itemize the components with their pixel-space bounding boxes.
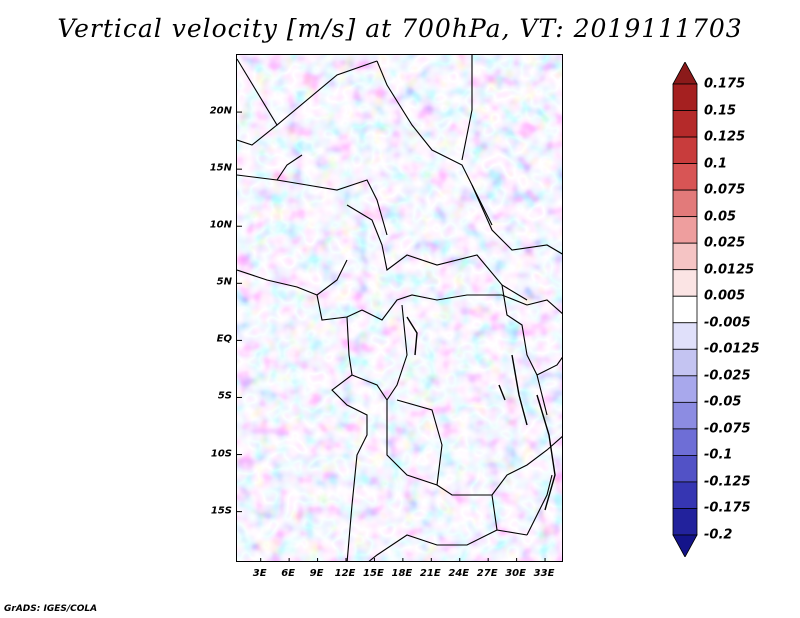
colorbar-segment	[672, 375, 698, 403]
colorbar-segment	[672, 83, 698, 111]
colorbar-label: 0.05	[704, 209, 737, 225]
chart-title: Vertical velocity [m/s] at 700hPa, VT: 2…	[57, 14, 743, 43]
lon-tick-label: 21E	[419, 568, 441, 579]
colorbar-label: 0.15	[704, 103, 737, 119]
colorbar-segment	[672, 455, 698, 483]
colorbar-label: 0.0125	[704, 262, 755, 278]
colorbar-label: -0.05	[704, 394, 742, 410]
colorbar-segment	[672, 534, 698, 557]
colorbar-label: -0.005	[704, 315, 751, 331]
colorbar-label: -0.175	[704, 500, 751, 516]
colorbar-label: 0.125	[704, 129, 746, 145]
lat-tick-label: 10S	[210, 448, 232, 460]
colorbar-segment	[672, 110, 698, 138]
colorbar-label: -0.2	[704, 527, 733, 543]
velocity-field	[237, 55, 562, 561]
colorbar-segment	[672, 428, 698, 456]
colorbar-segment	[672, 163, 698, 191]
velocity-shading	[237, 55, 562, 561]
country-borders	[237, 55, 562, 561]
colorbar-segment	[672, 295, 698, 324]
lon-tick-label: 6E	[281, 568, 296, 579]
lon-tick-label: 24E	[448, 568, 470, 579]
lat-tick-label: 15S	[210, 505, 232, 517]
colorbar-label: 0.005	[704, 288, 746, 304]
lat-tick-label: 15N	[209, 162, 232, 174]
lon-tick-label: 18E	[391, 568, 413, 579]
colorbar-label: -0.1	[704, 447, 733, 463]
colorbar-segment	[672, 401, 698, 430]
colorbar-label: -0.075	[704, 421, 751, 437]
colorbar-segment	[672, 62, 698, 85]
lon-tick-label: 27E	[476, 568, 498, 579]
colorbar	[672, 62, 698, 557]
lon-tick-label: 9E	[309, 568, 324, 579]
lon-tick-label: 33E	[533, 568, 555, 579]
colorbar-label: 0.025	[704, 235, 746, 251]
colorbar-label: 0.175	[704, 76, 746, 92]
colorbar-segment	[672, 481, 698, 509]
colorbar-label: 0.075	[704, 182, 746, 198]
colorbar-segment	[672, 508, 698, 536]
lat-tick-label: 10N	[209, 219, 232, 231]
grads-credit: GrADS: IGES/COLA	[4, 604, 98, 614]
colorbar-segment	[672, 348, 698, 377]
colorbar-segment	[672, 216, 698, 244]
colorbar-label: -0.0125	[704, 341, 760, 357]
colorbar-label: -0.025	[704, 368, 751, 384]
lat-tick-label: 5N	[216, 276, 232, 288]
colorbar-segment	[672, 242, 698, 271]
lakes-coastline	[406, 316, 556, 511]
lat-tick-label: 20N	[209, 105, 232, 117]
lon-tick-label: 3E	[252, 568, 267, 579]
colorbar-segment	[672, 269, 698, 297]
lat-tick-label: 5S	[217, 390, 232, 402]
colorbar-segment	[672, 189, 698, 218]
map-panel	[236, 54, 563, 562]
colorbar-segment	[672, 136, 698, 164]
colorbar-label: 0.1	[704, 156, 728, 172]
lon-tick-label: 15E	[363, 568, 384, 579]
lon-tick-label: 12E	[334, 568, 356, 579]
colorbar-segment	[672, 322, 698, 350]
colorbar-label: -0.125	[704, 474, 751, 490]
lat-tick-label: EQ	[216, 333, 232, 345]
lon-tick-label: 30E	[505, 568, 526, 579]
